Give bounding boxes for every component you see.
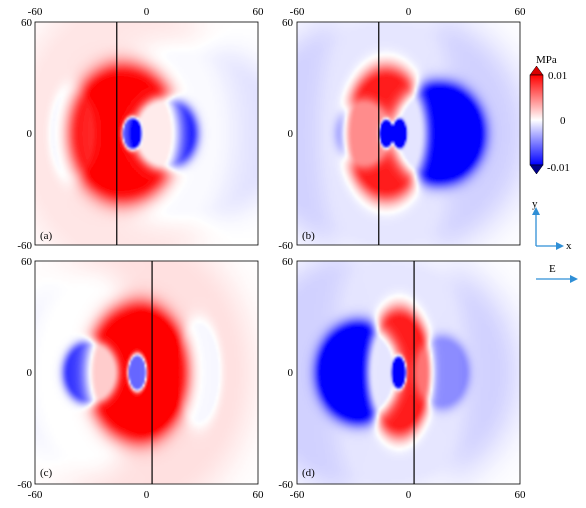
panel-a: -60 0 60 60 0 -60 (a) [17,6,264,252]
panel-c-ytick-top: 60 [21,256,33,268]
panel-b-xtick-mid: 0 [406,6,412,18]
panel-d-heatmap [297,261,520,484]
panel-d-ytick-top: 60 [282,256,294,268]
colorbar-mid-label: 0 [560,115,566,127]
panel-c-ytick-mid: 0 [27,367,33,379]
panel-d-ytick-bottom: -60 [278,479,293,491]
colorbar-bottom-arrow [529,164,544,175]
east-arrow-head [570,275,578,283]
colorbar-max-label: 0.01 [548,70,567,82]
panel-d: -60 0 60 60 0 -60 (d) [278,256,526,501]
panel-c-label: (c) [40,467,53,479]
axes-icon-x-label: x [566,240,572,252]
panel-a-label: (a) [40,230,53,242]
panel-b-ytick-top: 60 [282,17,294,29]
panel-d-frame [296,260,521,485]
panel-a-frame [34,21,259,246]
panel-c-ytick-bottom: -60 [17,479,32,491]
colorbar-unit: MPa [536,54,557,66]
east-arrow-label: E [549,263,556,275]
panel-d-xtick-right: 60 [515,489,527,501]
panel-a-ytick-bottom: -60 [17,240,32,252]
panel-a-xtick-mid: 0 [144,6,150,18]
colorbar-gradient [529,74,544,166]
panel-b-label: (b) [302,230,315,242]
east-direction-arrow: E [536,263,578,283]
panel-d-xtick-left: -60 [290,489,305,501]
panel-c-xtick-mid: 0 [144,489,150,501]
panel-a-ytick-mid: 0 [27,128,33,140]
axes-icon-y-label: y [532,198,538,210]
panel-a-xtick-left: -60 [28,6,43,18]
panel-b: -60 0 60 60 0 -60 (b) [278,6,526,252]
axes-icon-y-arrowhead [532,207,540,215]
panel-b-frame [296,21,521,246]
colorbar-min-label: -0.01 [547,162,570,174]
panel-d-ytick-mid: 0 [288,367,294,379]
panel-b-ytick-mid: 0 [288,128,294,140]
panel-b-xtick-left: -60 [290,6,305,18]
panel-b-ytick-bottom: -60 [278,240,293,252]
panel-c-frame [34,260,259,485]
panel-b-xtick-right: 60 [515,6,527,18]
panel-a-heatmap [35,22,258,245]
panel-c-xtick-left: -60 [28,489,43,501]
panel-a-xtick-right: 60 [253,6,265,18]
panel-d-xtick-mid: 0 [406,489,412,501]
colorbar-top-arrow [529,65,544,76]
panel-a-ytick-top: 60 [21,17,33,29]
panel-c: -60 0 60 60 0 -60 (c) [17,256,264,501]
colorbar: MPa 0.01 0 -0.01 [529,54,570,175]
panel-b-heatmap [297,22,520,245]
panel-c-heatmap [35,261,258,484]
panel-c-xtick-right: 60 [253,489,265,501]
axes-icon-x-arrowhead [556,242,564,250]
panel-d-label: (d) [302,467,315,479]
axes-orientation-icon: y x [532,198,572,252]
